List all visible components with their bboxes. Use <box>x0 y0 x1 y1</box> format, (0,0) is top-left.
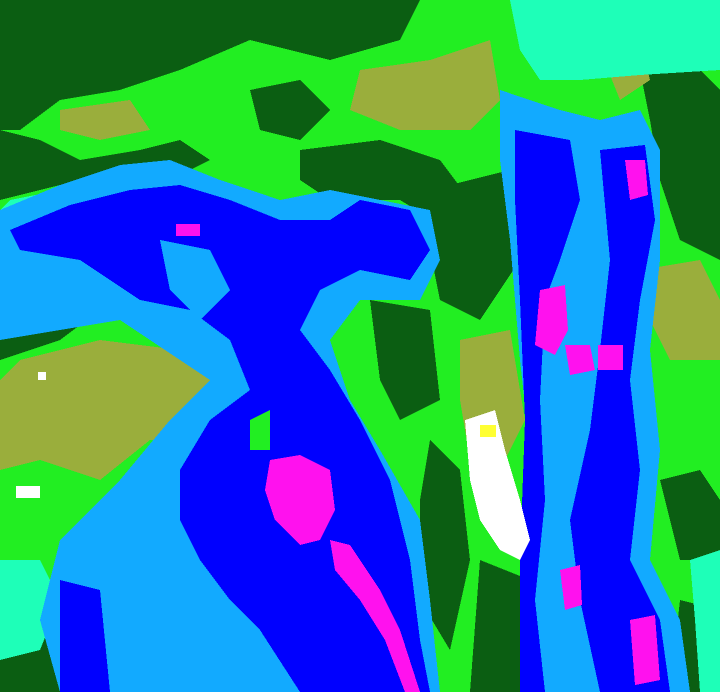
class-yellow <box>480 425 496 437</box>
class-white <box>16 486 40 498</box>
class-magenta <box>625 160 648 200</box>
class-blue <box>60 580 110 692</box>
class-dark-green <box>250 80 330 140</box>
class-magenta <box>565 345 595 375</box>
class-olive <box>640 260 720 360</box>
class-magenta <box>535 285 568 355</box>
class-olive <box>350 40 500 130</box>
class-dark-green <box>640 70 720 260</box>
class-magenta <box>598 345 623 370</box>
class-magenta <box>330 540 420 692</box>
class-olive <box>60 100 150 140</box>
class-magenta <box>630 615 660 685</box>
class-aquamarine <box>690 550 720 692</box>
class-light-blue <box>160 240 230 320</box>
class-blue <box>515 130 580 692</box>
class-dark-green <box>370 300 440 420</box>
class-magenta <box>176 224 200 236</box>
class-blue <box>10 185 430 692</box>
class-magenta <box>560 565 582 610</box>
class-dark-green <box>430 170 520 320</box>
class-white <box>38 372 46 380</box>
class-bright-green <box>250 410 270 450</box>
class-dark-green <box>660 470 720 560</box>
class-dark-green <box>0 130 210 200</box>
class-dark-green <box>300 140 470 230</box>
class-blue <box>570 145 670 692</box>
class-dark-green <box>420 440 470 650</box>
class-white <box>465 410 530 560</box>
class-magenta <box>265 455 335 545</box>
class-aquamarine <box>510 0 720 80</box>
class-dark-green <box>0 0 420 130</box>
